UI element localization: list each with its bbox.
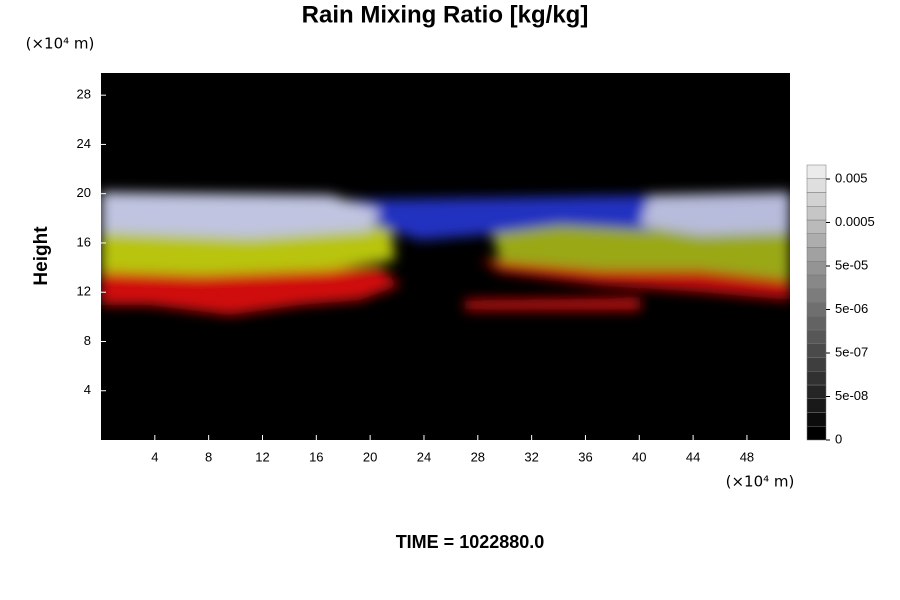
y-tick-label: 24 — [77, 136, 91, 151]
colorbar-band — [806, 302, 827, 317]
colorbar-band — [806, 398, 827, 413]
chart-title: Rain Mixing Ratio [kg/kg] — [302, 1, 589, 28]
y-unit: (×10⁴ m) — [26, 35, 95, 53]
colorbar-band — [806, 274, 827, 289]
field — [101, 73, 790, 440]
x-tick-label: 40 — [632, 449, 646, 464]
colorbar-band — [806, 357, 827, 372]
x-tick-label: 36 — [578, 449, 592, 464]
colorbar-tick-label: 5e-05 — [835, 257, 868, 272]
x-tick-label: 44 — [686, 449, 700, 464]
colorbar-band — [806, 192, 827, 207]
y-axis-label: Height — [31, 226, 52, 286]
x-tick-label: 16 — [309, 449, 323, 464]
colorbar-band — [806, 288, 827, 303]
colorbar-band — [806, 233, 827, 248]
x-unit: (×10⁴ m) — [726, 473, 795, 491]
colorbar-tick-label: 5e-06 — [835, 301, 868, 316]
y-tick-label: 12 — [77, 284, 91, 299]
colorbar-band — [806, 329, 827, 344]
footer: TIME = 1022880.0 — [396, 532, 545, 552]
colorbar-band — [806, 316, 827, 331]
colorbar-band — [806, 343, 827, 358]
colorbar-band — [806, 164, 827, 179]
y-tick-label: 16 — [77, 234, 91, 249]
x-tick-label: 28 — [471, 449, 485, 464]
colorbar-band — [806, 219, 827, 234]
colorbar-tick-label: 0.005 — [835, 170, 868, 185]
y-tick-label: 4 — [84, 382, 91, 397]
colorbar-tick-label: 5e-08 — [835, 388, 868, 403]
x-tick-label: 48 — [740, 449, 754, 464]
colorbar-tick-label: 0.0005 — [835, 214, 875, 229]
x-tick-label: 12 — [255, 449, 269, 464]
x-tick-label: 32 — [524, 449, 538, 464]
colorbar-band — [806, 384, 827, 399]
colorbar-band — [806, 426, 827, 441]
x-tick-label: 8 — [205, 449, 212, 464]
x-tick-label: 4 — [151, 449, 158, 464]
x-tick-label: 20 — [363, 449, 377, 464]
y-tick-label: 8 — [84, 333, 91, 348]
colorbar: 0 5e-08 5e-07 5e-06 5e-05 0.0005 0.005 — [806, 164, 875, 446]
colorbar-tick-label: 5e-07 — [835, 344, 868, 359]
x-tick-label: 24 — [417, 449, 431, 464]
colorbar-band — [806, 206, 827, 221]
y-tick-label: 28 — [77, 87, 91, 102]
colorbar-band — [806, 178, 827, 193]
y-tick-label: 20 — [77, 185, 91, 200]
colorbar-tick-label: 0 — [835, 431, 842, 446]
colorbar-band — [806, 261, 827, 276]
colorbar-band — [806, 412, 827, 427]
colorbar-band — [806, 371, 827, 386]
colorbar-band — [806, 247, 827, 262]
